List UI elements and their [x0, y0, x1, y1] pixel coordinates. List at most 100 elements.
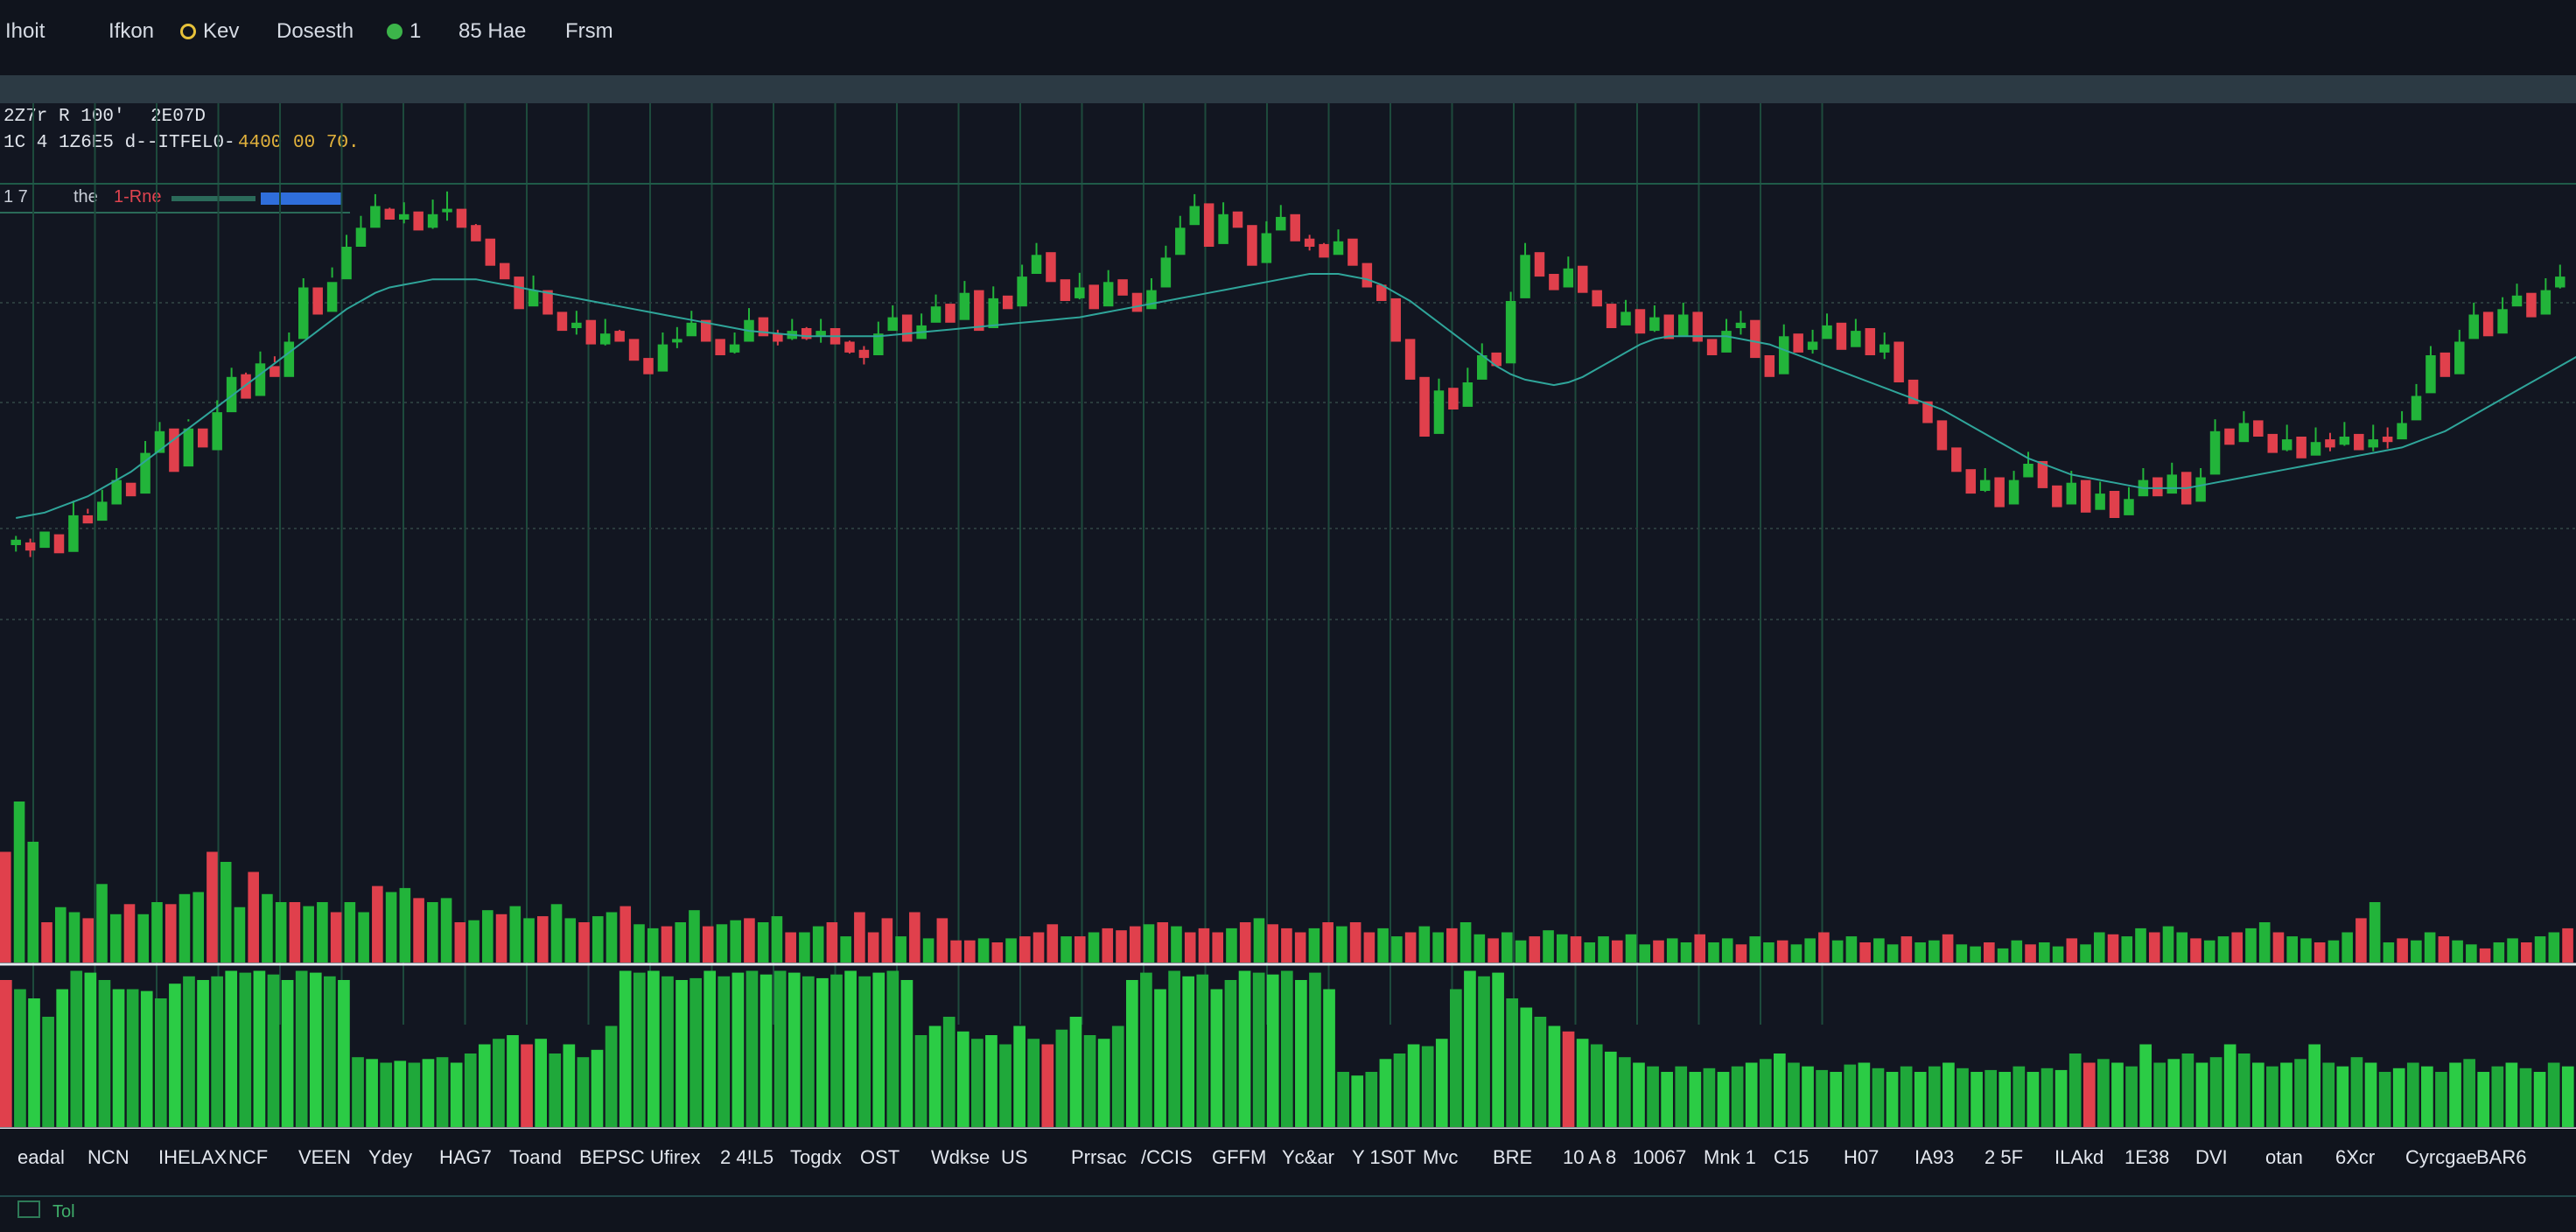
- footer-label[interactable]: C15: [1774, 1146, 1810, 1168]
- volume-bar: [716, 924, 728, 962]
- candle-body: [2511, 295, 2523, 307]
- footer-label[interactable]: NCN: [88, 1146, 130, 1168]
- footer-label[interactable]: Toand: [509, 1146, 562, 1168]
- volume-bar: [977, 938, 990, 962]
- footer-label[interactable]: BRE: [1493, 1146, 1533, 1168]
- volume-bar: [454, 922, 466, 962]
- volume-bar: [2521, 942, 2532, 962]
- volume-bar: [2411, 940, 2422, 962]
- price-chart[interactable]: [0, 103, 2576, 1129]
- footer-label[interactable]: 10 A 8: [1563, 1146, 1617, 1168]
- footer-label[interactable]: Y 1S0T: [1352, 1146, 1416, 1168]
- footer-label[interactable]: 2 4!L5: [720, 1146, 774, 1168]
- legend-item[interactable]: 1-Rne: [114, 187, 162, 206]
- volume-bar: [844, 970, 857, 1127]
- volume-bar: [620, 906, 632, 962]
- footer-label[interactable]: Prrsac: [1071, 1146, 1127, 1168]
- volume-bar: [702, 926, 714, 962]
- legend-item[interactable]: the: [74, 187, 98, 206]
- volume-bar: [802, 976, 815, 1127]
- footer-label[interactable]: H07: [1844, 1146, 1880, 1168]
- footer-label[interactable]: Wdkse: [931, 1146, 990, 1168]
- legend-item[interactable]: 1 7: [4, 187, 28, 206]
- volume-bar: [372, 886, 383, 962]
- footer-label[interactable]: Ydey: [368, 1146, 413, 1168]
- volume-bar: [1365, 1072, 1378, 1127]
- menu-item-frsm[interactable]: Frsm: [565, 19, 613, 44]
- candle-body: [198, 428, 208, 448]
- candle-body: [24, 542, 36, 551]
- volume-bar: [137, 914, 150, 962]
- volume-bar: [1914, 1072, 1927, 1127]
- volume-bar: [1928, 1066, 1941, 1127]
- volume-bar: [509, 906, 522, 962]
- candle-body: [1549, 274, 1559, 290]
- footer-label[interactable]: /CCIS: [1141, 1146, 1193, 1168]
- footer-label[interactable]: OST: [860, 1146, 900, 1168]
- candle-body: [1677, 314, 1689, 337]
- candle-body: [1505, 301, 1516, 364]
- volume-bar: [1069, 1017, 1082, 1127]
- menu-item-kev[interactable]: Kev: [180, 19, 239, 44]
- menu-item-dosesth[interactable]: Dosesth: [276, 19, 354, 44]
- menu-item-ihoit[interactable]: Ihoit: [5, 19, 45, 44]
- footer-label[interactable]: IHELAX: [158, 1146, 228, 1168]
- footer-label[interactable]: DVI: [2195, 1146, 2228, 1168]
- volume-bar: [564, 918, 577, 962]
- volume-bar: [338, 980, 350, 1127]
- volume-bar: [1749, 936, 1760, 962]
- footer-label[interactable]: Cyrcgae: [2405, 1146, 2477, 1168]
- volume-bar: [2203, 940, 2216, 962]
- volume-bar: [1005, 938, 1017, 962]
- footer-label[interactable]: Togdx: [790, 1146, 842, 1168]
- volume-bar: [2237, 1054, 2250, 1127]
- footer-label[interactable]: NCF: [228, 1146, 269, 1168]
- footer-label[interactable]: Ufirex: [650, 1146, 701, 1168]
- volume-bar: [151, 902, 163, 962]
- volume-bar: [178, 893, 191, 962]
- menu-item-85hae[interactable]: 85 Hae: [458, 19, 526, 44]
- volume-bar: [478, 1044, 491, 1127]
- footer-label[interactable]: 6Xcr: [2335, 1146, 2376, 1168]
- volume-bar: [1111, 1026, 1124, 1127]
- volume-bar: [295, 970, 308, 1127]
- volume-bar: [436, 1057, 449, 1127]
- candle-body: [1333, 241, 1344, 256]
- footer-label[interactable]: eadal: [18, 1146, 65, 1168]
- footer-label[interactable]: Yc&ar: [1282, 1146, 1334, 1168]
- volume-bar: [408, 1062, 421, 1127]
- footer-label[interactable]: 1E38: [2124, 1146, 2170, 1168]
- candle-body: [1936, 420, 1948, 451]
- footer-label[interactable]: IA93: [1914, 1146, 1955, 1168]
- candle-body: [2253, 420, 2264, 437]
- volume-bar: [2025, 944, 2036, 962]
- volume-bar: [399, 887, 411, 962]
- footer-label[interactable]: 2 5F: [1984, 1146, 2024, 1168]
- menu-item-ifkon[interactable]: Ifkon: [108, 19, 154, 44]
- footer-label[interactable]: VEEN: [298, 1146, 351, 1168]
- candle-body: [1735, 322, 1746, 328]
- footer-label[interactable]: US: [1001, 1146, 1028, 1168]
- volume-bar: [928, 1026, 942, 1127]
- candle-body: [1721, 331, 1732, 353]
- menu-item-status[interactable]: 1: [387, 19, 421, 44]
- footer-label[interactable]: Mnk 1: [1704, 1146, 1756, 1168]
- volume-bar: [812, 926, 824, 962]
- footer-label[interactable]: otan: [2265, 1146, 2303, 1168]
- footer-label[interactable]: Mvc: [1423, 1146, 1459, 1168]
- volume-bar: [2266, 1066, 2278, 1127]
- panel-icon[interactable]: [18, 1200, 40, 1218]
- volume-bar: [2328, 940, 2340, 962]
- footer-label[interactable]: 10067: [1633, 1146, 1687, 1168]
- volume-bar: [647, 928, 659, 962]
- footer-label[interactable]: HAG7: [439, 1146, 492, 1168]
- footer-label[interactable]: BEPSC: [579, 1146, 645, 1168]
- toolbar-divider-bar: [0, 75, 2576, 103]
- candle-body: [226, 376, 237, 413]
- footer-label[interactable]: BAR6: [2476, 1146, 2527, 1168]
- volume-bar: [112, 989, 125, 1127]
- volume-bar: [27, 842, 39, 962]
- footer-label[interactable]: GFFM: [1212, 1146, 1267, 1168]
- footer-label[interactable]: ILAkd: [2054, 1146, 2104, 1168]
- candle-body: [1663, 314, 1675, 340]
